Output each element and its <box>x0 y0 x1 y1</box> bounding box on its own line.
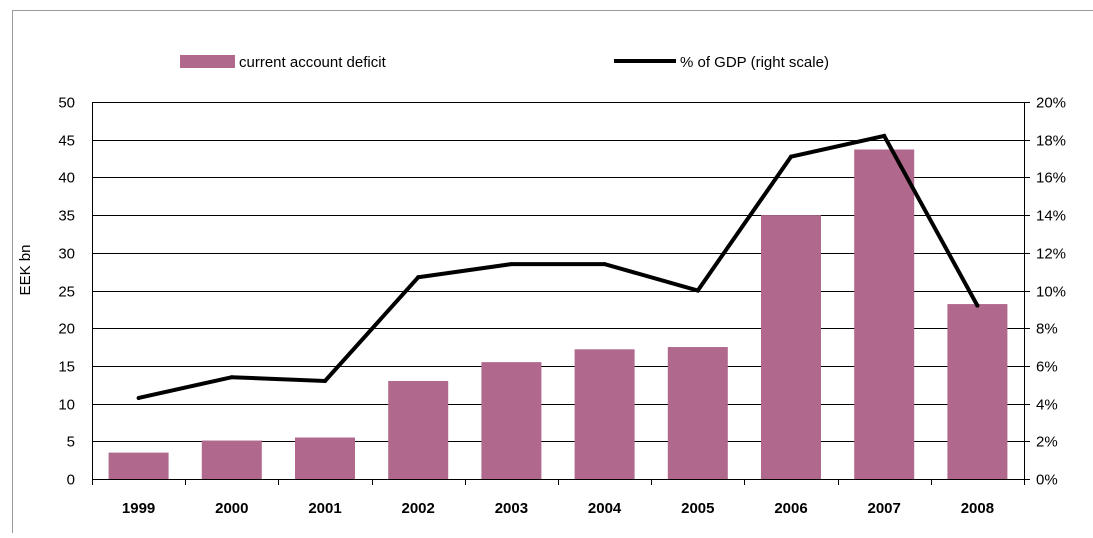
line-point-2004 <box>602 262 607 267</box>
y-right-tick-label: 12% <box>1036 246 1066 263</box>
y-right-tick-label: 20% <box>1036 95 1066 112</box>
bar-2006 <box>761 215 821 479</box>
y-left-tick-label: 20 <box>58 321 75 338</box>
bar-series <box>108 149 1008 479</box>
tick-labels: 0 5 10 15 20 25 30 35 40 45 50 0% 2% 4% 6% 8% 10% 12% 14% 1… <box>58 95 1066 518</box>
y-left-tick-label: 45 <box>58 133 75 150</box>
y-right-tick-label: 6% <box>1036 359 1058 376</box>
y-left-tick-label: 10 <box>58 397 75 414</box>
bar-2008 <box>947 304 1008 479</box>
y-right-tick-label: 10% <box>1036 284 1066 301</box>
x-tick-label: 1999 <box>122 500 155 517</box>
line-point-2005 <box>695 288 700 293</box>
legend-line-label: % of GDP (right scale) <box>680 54 829 71</box>
y-left-tick-label: 40 <box>58 170 75 187</box>
line-point-2000 <box>229 375 234 380</box>
bar-2007 <box>854 149 915 479</box>
bar-2004 <box>574 349 635 479</box>
bar-2000 <box>201 440 262 479</box>
y-right-tick-label: 8% <box>1036 321 1058 338</box>
line-point-2002 <box>416 275 421 280</box>
line-gdp-share <box>138 133 980 400</box>
x-tick-label: 2005 <box>681 500 714 517</box>
line-point-2006 <box>789 154 793 159</box>
y-right-tick-label: 0% <box>1036 472 1058 489</box>
bar-2005 <box>667 347 728 479</box>
y-right-tick-label: 18% <box>1036 133 1066 150</box>
line-series <box>136 133 980 400</box>
legend-bar-label: current account deficit <box>239 54 387 71</box>
line-point-1999 <box>136 395 141 400</box>
y-left-tick-label: 0 <box>67 472 75 489</box>
y-left-tick-label: 50 <box>58 95 75 112</box>
y-left-tick-label: 30 <box>58 246 75 263</box>
line-point-2001 <box>323 378 327 383</box>
line-point-2008 <box>975 303 980 308</box>
x-tick-label: 2006 <box>774 500 807 517</box>
line-point-2007 <box>882 133 887 138</box>
x-tick-label: 2000 <box>215 500 248 517</box>
line-point-2003 <box>509 262 514 267</box>
y-right-tick-label: 16% <box>1036 170 1066 187</box>
y-left-tick-label: 15 <box>58 359 75 376</box>
y-axis-title: EEK bn <box>17 245 34 296</box>
y-right-tick-label: 14% <box>1036 208 1066 225</box>
y-left-tick-label: 25 <box>58 284 75 301</box>
bar-2002 <box>388 380 449 479</box>
bar-1999 <box>108 452 169 479</box>
y-right-tick-label: 4% <box>1036 397 1058 414</box>
legend: current account deficit % of GDP (right … <box>180 54 829 71</box>
y-left-tick-label: 35 <box>58 208 75 225</box>
bar-2003 <box>481 362 542 479</box>
x-tick-label: 2003 <box>495 500 528 517</box>
y-left-tick-label: 5 <box>67 434 75 451</box>
x-tick-label: 2002 <box>402 500 435 517</box>
legend-bar-swatch <box>180 55 235 68</box>
x-tick-label: 2004 <box>588 500 622 517</box>
x-tick-label: 2001 <box>308 500 341 517</box>
y-right-tick-label: 2% <box>1036 434 1058 451</box>
x-tick-label: 2008 <box>961 500 994 517</box>
bar-2001 <box>295 437 355 479</box>
x-tick-label: 2007 <box>868 500 901 517</box>
